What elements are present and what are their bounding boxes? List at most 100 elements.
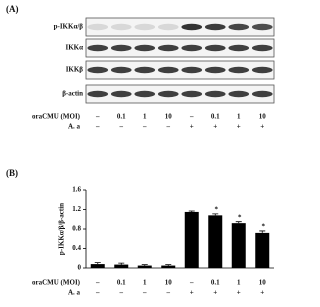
condition-value: – — [95, 123, 100, 131]
bar — [114, 264, 129, 268]
panel-label: (B) — [6, 168, 18, 178]
figure: (A) (B) p-IKKα/β IKKα IKKβ β-actin oraCMU (M… — [6, 4, 275, 297]
band — [181, 23, 203, 31]
error-bar — [165, 264, 172, 266]
blot-frame — [85, 38, 275, 58]
blot-frame — [85, 60, 275, 80]
band — [110, 66, 132, 74]
condition-value: – — [95, 289, 100, 297]
band — [110, 90, 132, 98]
band — [251, 23, 273, 31]
bar — [255, 232, 270, 268]
blot-frame — [85, 17, 275, 37]
condition-value: 1 — [237, 279, 241, 287]
band — [134, 44, 156, 52]
significance-marker: * — [215, 205, 219, 213]
condition-value: 0.1 — [117, 113, 126, 121]
condition-value: – — [166, 123, 171, 131]
bar — [231, 223, 246, 268]
bar — [90, 264, 105, 268]
condition-value: + — [237, 123, 241, 131]
condition-value: 10 — [259, 113, 267, 121]
y-tick-label: 0 — [78, 264, 82, 272]
band — [181, 44, 203, 52]
panel-label: (A) — [6, 4, 19, 14]
condition-value: 1 — [237, 113, 241, 121]
band — [228, 23, 250, 31]
band — [204, 44, 226, 52]
condition-label: A. a — [68, 123, 81, 131]
band — [204, 23, 226, 31]
condition-label: oraCMU (MOI) — [32, 279, 81, 287]
y-tick-label: 1.6 — [72, 186, 81, 194]
band — [157, 23, 179, 31]
band — [87, 44, 109, 52]
condition-value: 10 — [165, 113, 173, 121]
band — [251, 44, 273, 52]
condition-value: + — [190, 289, 194, 297]
y-tick-label: 0.4 — [72, 244, 81, 252]
bar — [161, 265, 176, 268]
condition-value: 1 — [143, 113, 147, 121]
condition-value: 0.1 — [211, 279, 220, 287]
blot-label: IKKα — [65, 44, 83, 52]
error-bar — [188, 210, 195, 212]
band — [228, 66, 250, 74]
condition-value: – — [142, 123, 147, 131]
band — [251, 90, 273, 98]
condition-value: + — [260, 123, 264, 131]
bar — [184, 211, 199, 268]
condition-value: + — [237, 289, 241, 297]
condition-label: oraCMU (MOI) — [32, 113, 81, 121]
band — [87, 66, 109, 74]
condition-value: – — [189, 279, 194, 287]
band — [134, 90, 156, 98]
condition-value: 0.1 — [117, 279, 126, 287]
blot-label: IKKβ — [66, 66, 84, 74]
band — [157, 44, 179, 52]
y-tick-label: 0.8 — [72, 225, 81, 233]
band — [87, 23, 109, 31]
band — [157, 90, 179, 98]
condition-value: + — [213, 289, 217, 297]
error-bar — [212, 213, 219, 216]
band — [134, 66, 156, 74]
band — [181, 90, 203, 98]
condition-value: – — [142, 289, 147, 297]
condition-value: + — [213, 123, 217, 131]
significance-marker: * — [262, 223, 266, 231]
blot-frame — [85, 84, 275, 104]
y-tick-label: 1.2 — [72, 205, 81, 213]
blot-label: β-actin — [62, 90, 83, 98]
band — [204, 90, 226, 98]
band — [110, 23, 132, 31]
condition-value: 0.1 — [211, 113, 220, 121]
error-bar — [118, 262, 125, 265]
band — [228, 90, 250, 98]
condition-value: – — [166, 289, 171, 297]
condition-value: – — [189, 113, 194, 121]
condition-label: A. a — [68, 289, 81, 297]
band — [251, 66, 273, 74]
condition-value: 10 — [165, 279, 173, 287]
error-bar — [235, 221, 242, 224]
y-axis-title: p-IKKα/β/β-actin — [58, 203, 66, 255]
bar — [137, 265, 152, 268]
condition-value: + — [260, 289, 264, 297]
condition-value: – — [95, 279, 100, 287]
condition-value: + — [190, 123, 194, 131]
band — [181, 66, 203, 74]
significance-marker: * — [238, 213, 242, 221]
band — [87, 90, 109, 98]
band — [157, 66, 179, 74]
condition-value: – — [95, 113, 100, 121]
condition-value: – — [119, 289, 124, 297]
condition-value: – — [119, 123, 124, 131]
error-bar — [141, 264, 148, 266]
blot-label: p-IKKα/β — [54, 23, 84, 31]
error-bar — [94, 262, 101, 265]
band — [110, 44, 132, 52]
error-bar — [259, 230, 266, 233]
condition-value: 10 — [259, 279, 267, 287]
